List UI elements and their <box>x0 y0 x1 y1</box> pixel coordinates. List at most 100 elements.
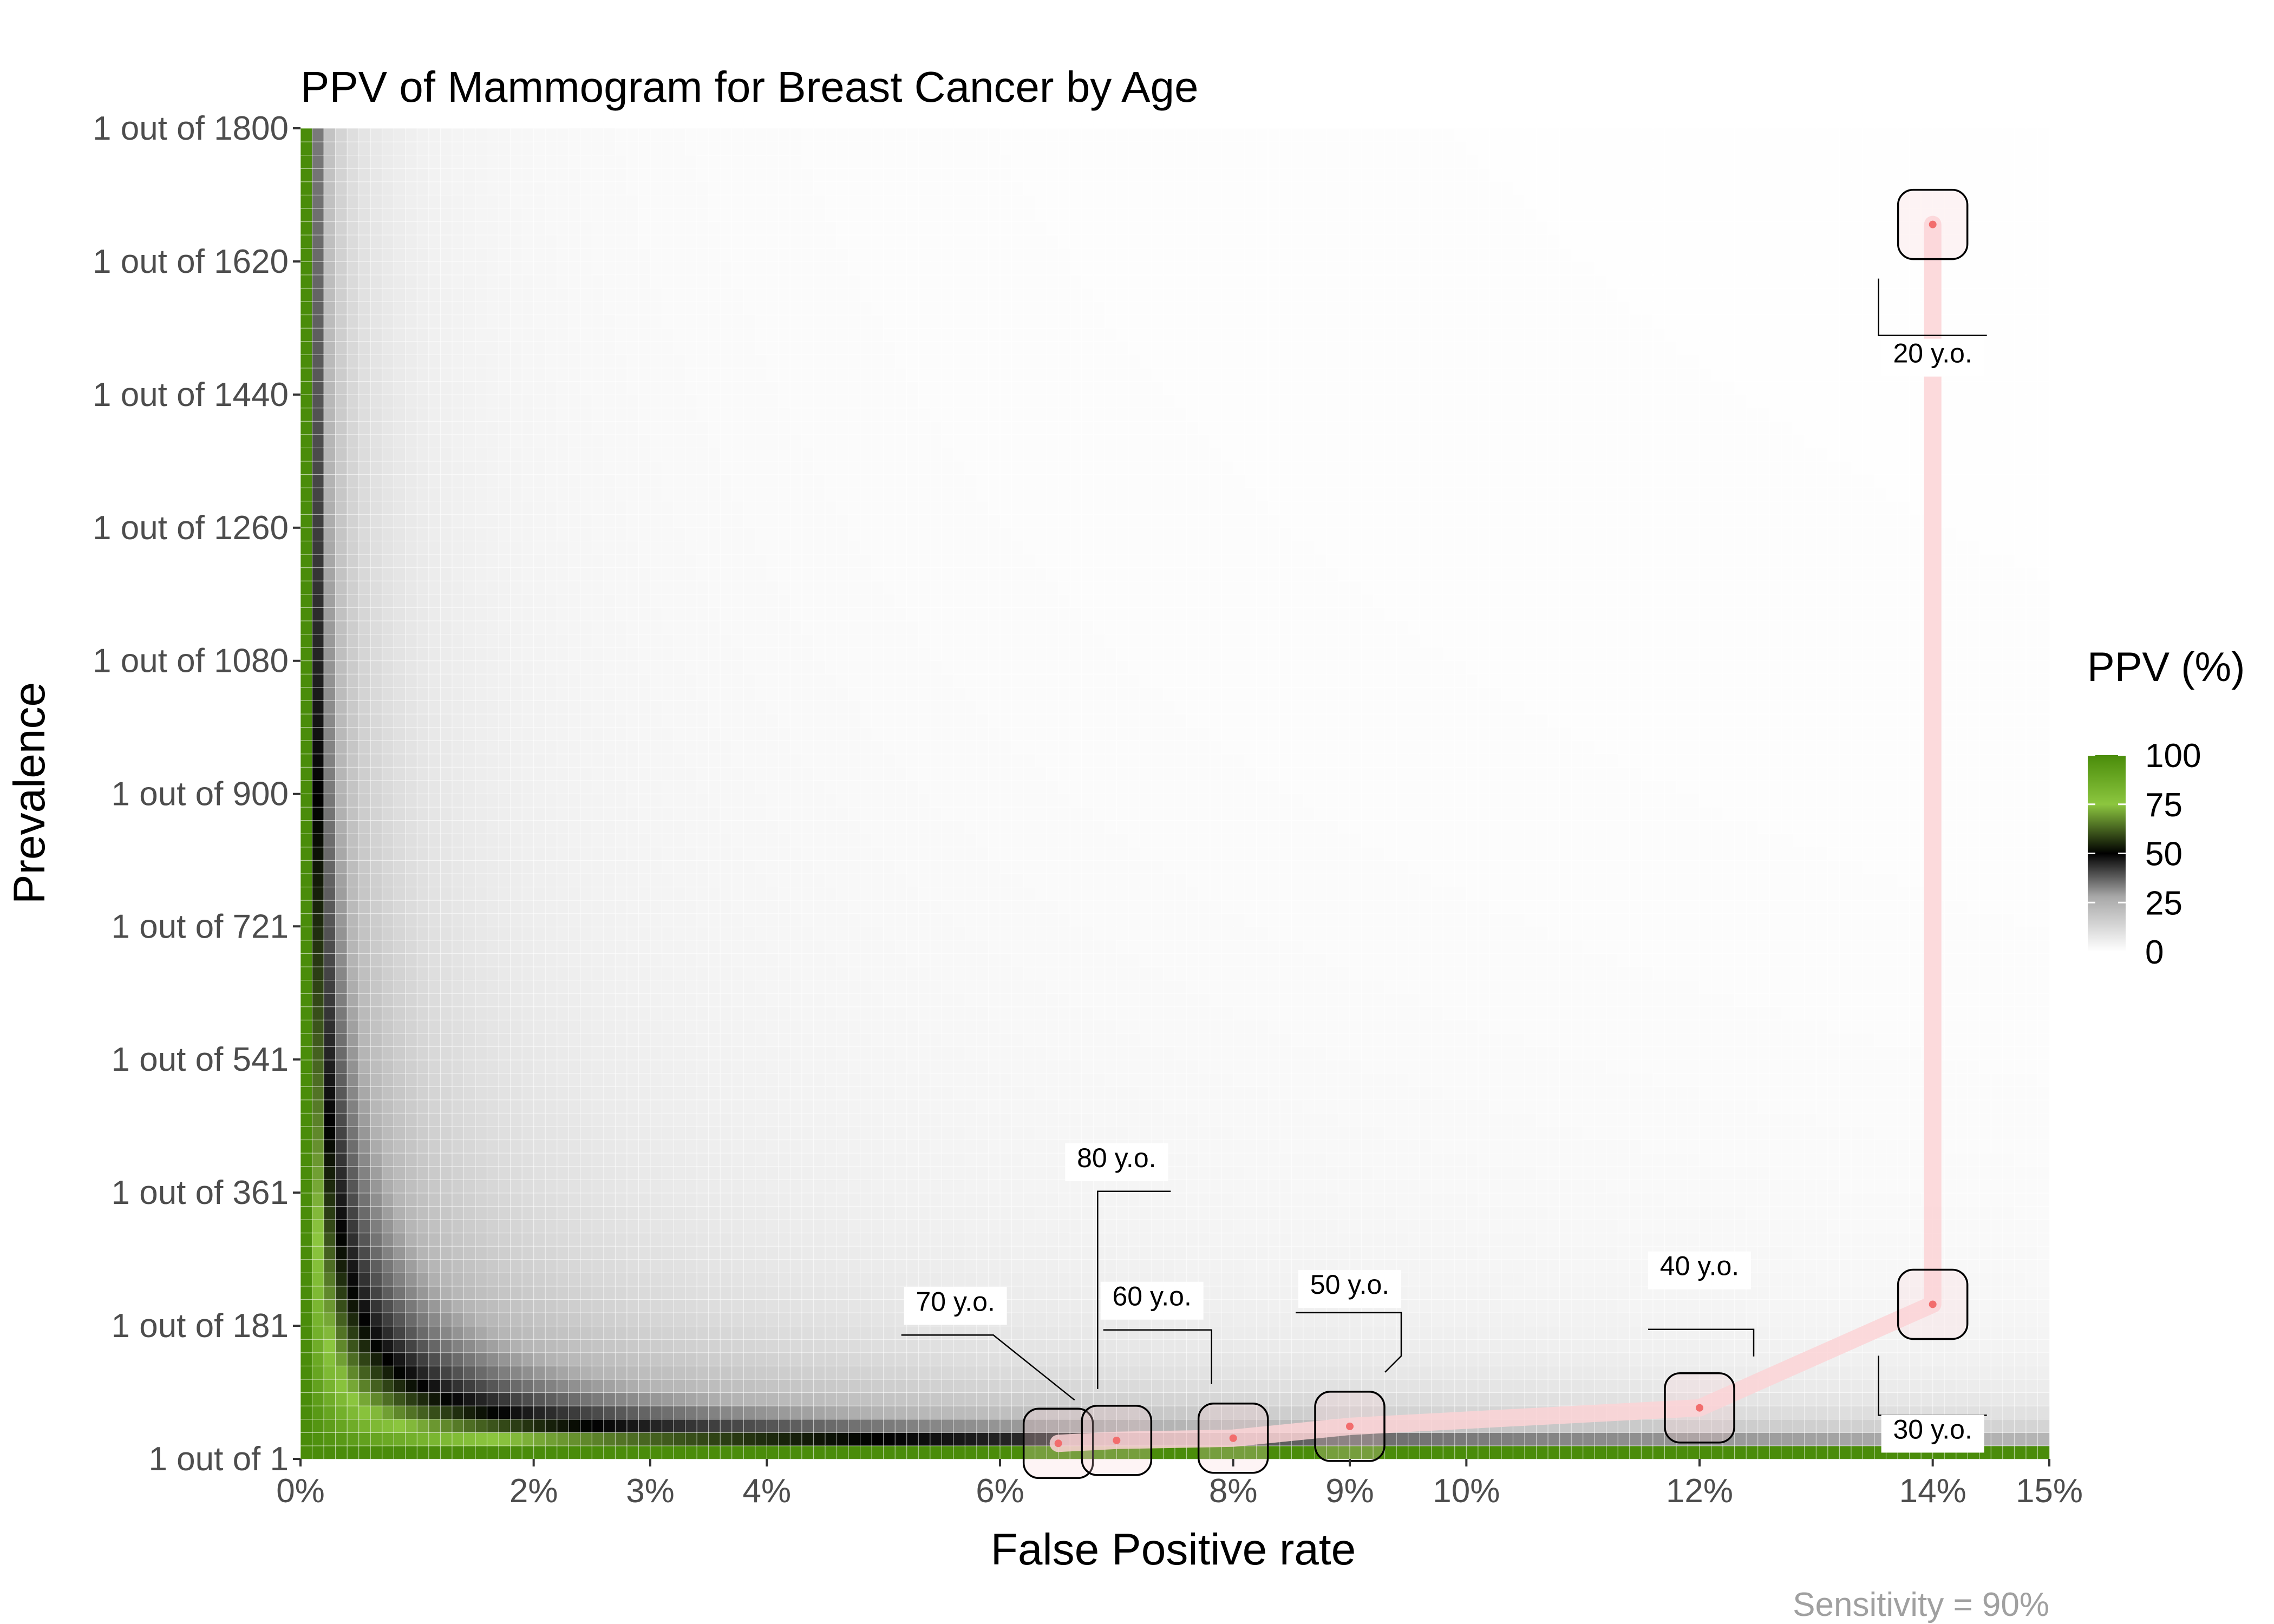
heatmap-tile <box>347 340 360 355</box>
heatmap-tile <box>836 1165 850 1180</box>
heatmap-tile <box>521 806 534 821</box>
heatmap-tile <box>603 1192 616 1207</box>
heatmap-tile <box>300 128 313 142</box>
heatmap-tile <box>871 753 884 768</box>
heatmap-tile <box>696 1365 709 1380</box>
heatmap-tile <box>615 261 628 276</box>
heatmap-tile <box>848 1219 861 1234</box>
heatmap-tile <box>684 900 698 914</box>
heatmap-tile <box>743 993 756 1007</box>
heatmap-tile <box>755 1432 768 1446</box>
heatmap-tile <box>859 1259 873 1273</box>
heatmap-tile <box>568 1019 581 1034</box>
heatmap-tile <box>836 1019 850 1034</box>
heatmap-tile <box>778 780 791 795</box>
heatmap-tile <box>871 474 884 488</box>
heatmap-tile <box>382 1019 395 1034</box>
heatmap-tile <box>358 1246 371 1260</box>
heatmap-tile <box>859 1032 873 1047</box>
heatmap-tile <box>813 1365 826 1380</box>
heatmap-tile <box>428 1019 441 1034</box>
heatmap-tile <box>370 1299 383 1313</box>
heatmap-tile <box>557 460 570 475</box>
heatmap-tile <box>848 700 861 715</box>
heatmap-tile <box>416 261 429 276</box>
heatmap-tile <box>825 1405 838 1420</box>
heatmap-tile <box>755 434 768 449</box>
heatmap-tile <box>311 154 325 169</box>
heatmap-tile <box>778 1259 791 1273</box>
heatmap-tile <box>626 500 639 515</box>
heatmap-tile <box>347 1272 360 1287</box>
heatmap-tile <box>848 354 861 369</box>
heatmap-tile <box>475 1139 488 1154</box>
heatmap-tile <box>696 886 709 901</box>
heatmap-tile <box>708 966 721 981</box>
heatmap-tile <box>696 1219 709 1234</box>
heatmap-tile <box>743 421 756 435</box>
heatmap-tile <box>871 1206 884 1220</box>
heatmap-tile <box>428 340 441 355</box>
heatmap-tile <box>416 1086 429 1101</box>
heatmap-tile <box>440 367 453 382</box>
heatmap-tile <box>615 620 628 635</box>
heatmap-tile <box>650 474 663 488</box>
heatmap-tile <box>813 1418 826 1433</box>
heatmap-tile <box>755 1219 768 1234</box>
heatmap-tile <box>311 328 325 342</box>
heatmap-tile <box>521 1339 534 1353</box>
heatmap-tile <box>416 700 429 715</box>
heatmap-tile <box>428 500 441 515</box>
heatmap-tile <box>545 939 558 954</box>
heatmap-tile <box>347 966 360 981</box>
heatmap-tile <box>452 607 465 621</box>
heatmap-tile <box>684 633 698 648</box>
heatmap-tile <box>813 846 826 861</box>
heatmap-tile <box>755 447 768 462</box>
heatmap-tile <box>650 1072 663 1087</box>
heatmap-tile <box>405 900 418 914</box>
heatmap-tile <box>521 740 534 755</box>
heatmap-tile <box>428 274 441 289</box>
heatmap-tile <box>836 567 850 581</box>
heatmap-tile <box>370 540 383 555</box>
heatmap-tile <box>521 1125 534 1141</box>
heatmap-tile <box>440 540 453 555</box>
heatmap-tile <box>871 1312 884 1327</box>
heatmap-tile <box>836 713 850 728</box>
heatmap-tile <box>755 527 768 542</box>
heatmap-tile <box>731 221 744 235</box>
heatmap-tile <box>509 287 523 302</box>
heatmap-tile <box>452 247 465 262</box>
heatmap-tile <box>475 1392 488 1406</box>
heatmap-tile <box>848 820 861 834</box>
heatmap-tile <box>557 1046 570 1060</box>
heatmap-tile <box>545 740 558 755</box>
heatmap-tile <box>848 381 861 395</box>
heatmap-tile <box>696 793 709 808</box>
heatmap-tile <box>335 1059 348 1074</box>
heatmap-tile <box>475 1365 488 1380</box>
heatmap-tile <box>673 633 686 648</box>
heatmap-tile <box>475 1219 488 1234</box>
heatmap-tile <box>475 1259 488 1273</box>
heatmap-tile <box>615 1432 628 1446</box>
heatmap-tile <box>626 567 639 581</box>
heatmap-tile <box>382 1405 395 1420</box>
heatmap-tile <box>836 633 850 648</box>
heatmap-tile <box>486 514 500 528</box>
heatmap-tile <box>463 1312 476 1327</box>
heatmap-tile <box>755 128 768 142</box>
heatmap-tile <box>603 633 616 648</box>
heatmap-tile <box>638 1099 651 1114</box>
heatmap-tile <box>568 460 581 475</box>
heatmap-tile <box>463 154 476 169</box>
heatmap-tile <box>370 673 383 688</box>
heatmap-tile <box>428 1006 441 1020</box>
heatmap-tile <box>370 141 383 156</box>
heatmap-tile <box>323 1086 336 1101</box>
heatmap-tile <box>335 1179 348 1194</box>
heatmap-tile <box>498 993 511 1007</box>
heatmap-tile <box>626 1072 639 1087</box>
heatmap-tile <box>300 1405 313 1420</box>
